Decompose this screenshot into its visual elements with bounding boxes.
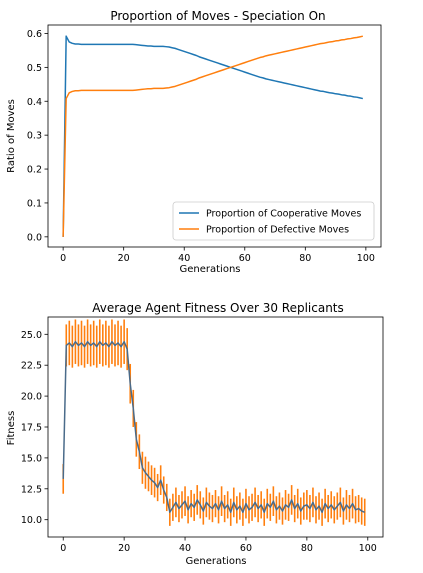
legend: Proportion of Cooperative Moves Proporti…: [172, 201, 375, 241]
chart-title: Proportion of Moves - Speciation On: [110, 9, 325, 23]
legend-label-cooperative: Proportion of Cooperative Moves: [206, 209, 361, 220]
chart-proportion-of-moves: Proportion of Moves - Speciation On 0 20 4…: [6, 9, 382, 275]
series-lines: [62, 35, 364, 237]
y-axis-ticks: 10.0 12.5 15.0 17.5 20.0 22.5 25.0: [21, 330, 48, 526]
x-tick-label: 20: [118, 253, 130, 264]
defective-moves-line: [62, 35, 364, 237]
y-tick-label: 25.0: [21, 330, 42, 341]
y-tick-label: 10.0: [21, 515, 42, 526]
y-tick-label: 0.4: [27, 97, 42, 108]
y-tick-label: 17.5: [21, 423, 42, 434]
error-bars: [62, 319, 366, 526]
y-axis-ticks: 0.0 0.1 0.2 0.3 0.4 0.5 0.6: [27, 29, 48, 243]
chart-title: Average Agent Fitness Over 30 Replicants: [92, 301, 344, 315]
x-axis-label: Generations: [186, 556, 247, 567]
x-tick-label: 100: [357, 253, 375, 264]
y-tick-label: 0.6: [27, 29, 42, 40]
x-tick-label: 0: [60, 253, 66, 264]
y-tick-label: 0.3: [27, 131, 42, 142]
y-axis-label: Fitness: [6, 411, 17, 446]
x-tick-label: 80: [301, 543, 313, 554]
legend-label-defective: Proportion of Defective Moves: [206, 225, 349, 236]
y-tick-label: 15.0: [21, 453, 42, 464]
legend-frame: [172, 201, 375, 241]
x-tick-label: 20: [118, 543, 130, 554]
y-axis-label: Ratio of Moves: [6, 99, 17, 173]
x-tick-label: 100: [359, 543, 377, 554]
fitness-line: [62, 340, 366, 514]
plot-area-frame: [47, 24, 382, 248]
y-tick-label: 22.5: [21, 361, 42, 372]
x-axis-ticks: 0 20 40 60 80 100: [60, 247, 375, 264]
x-tick-label: 60: [240, 543, 252, 554]
x-tick-label: 40: [179, 543, 191, 554]
y-tick-label: 0.2: [27, 165, 42, 176]
y-tick-label: 0.1: [27, 198, 42, 209]
y-tick-label: 20.0: [21, 392, 42, 403]
mean-fitness-line: [62, 340, 366, 514]
y-tick-label: 0.0: [27, 232, 42, 243]
chart-average-fitness: Average Agent Fitness Over 30 Replicants…: [6, 301, 384, 567]
x-tick-label: 0: [60, 543, 66, 554]
y-tick-label: 12.5: [21, 484, 42, 495]
x-tick-label: 80: [299, 253, 311, 264]
x-axis-ticks: 0 20 40 60 80 100: [60, 537, 377, 554]
x-axis-label: Generations: [180, 264, 241, 275]
cooperative-moves-line: [62, 35, 364, 237]
y-tick-label: 0.5: [27, 63, 42, 74]
x-tick-label: 40: [178, 253, 190, 264]
x-tick-label: 60: [239, 253, 251, 264]
